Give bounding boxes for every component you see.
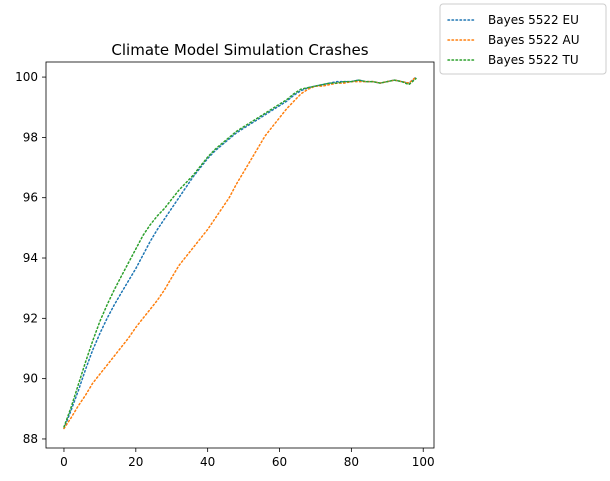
y-tick-label: 100 [15,70,38,84]
y-tick-label: 92 [23,311,38,325]
series-layer [63,76,417,430]
x-tick-label: 0 [60,455,68,469]
series-line-2 [63,76,417,430]
chart-title: Climate Model Simulation Crashes [111,41,368,59]
plot-area [46,62,434,448]
y-axis: 88 90 92 94 96 98 100 [15,70,46,446]
x-tick-label: 60 [272,455,287,469]
y-tick-label: 90 [23,372,38,386]
legend-label-2: Bayes 5522 AU [488,33,579,47]
series-line-1 [63,76,417,430]
legend-label-3: Bayes 5522 TU [488,53,579,67]
series-line-3 [63,77,417,428]
x-tick-label: 100 [412,455,435,469]
legend-box [439,3,607,75]
y-tick-label: 88 [23,432,38,446]
legend-label-1: Bayes 5522 EU [488,13,579,27]
y-tick-label: 96 [23,191,38,205]
legend: Bayes 5522 EU Bayes 5522 AU Bayes 5522 TU [439,3,607,75]
y-tick-label: 98 [23,130,38,144]
x-tick-label: 40 [200,455,215,469]
plot-frame [45,61,435,449]
x-tick-label: 80 [344,455,359,469]
y-tick-label: 94 [23,251,38,265]
x-axis: 0 20 40 60 80 100 [60,448,435,469]
x-tick-label: 20 [128,455,143,469]
